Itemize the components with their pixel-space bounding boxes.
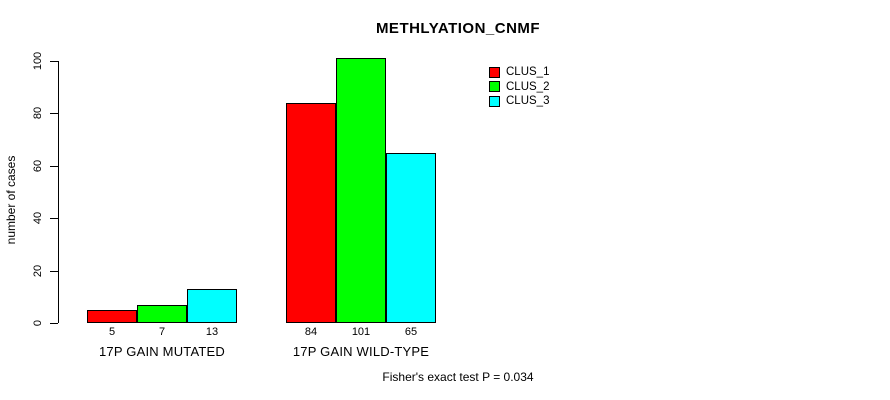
y-tick-mark <box>50 218 58 219</box>
bar-clus_1-group2 <box>286 103 336 323</box>
y-axis-title: number of cases <box>4 155 18 245</box>
bar-value-label: 84 <box>304 326 318 338</box>
y-tick-label: 40 <box>32 211 44 225</box>
chart-title: METHLYATION_CNMF <box>375 20 541 37</box>
y-tick-label: 0 <box>32 319 44 327</box>
y-tick-label: 80 <box>32 106 44 120</box>
y-tick-mark <box>50 113 58 114</box>
y-tick-label: 60 <box>32 159 44 173</box>
bar-clus_2-group2 <box>336 58 386 323</box>
y-tick-mark <box>50 323 58 324</box>
annotation-fishers-test: Fisher's exact test P = 0.034 <box>382 370 534 384</box>
legend-item-clus_1: CLUS_1 <box>489 65 549 80</box>
legend-item-clus_2: CLUS_2 <box>489 80 549 95</box>
y-tick-mark <box>50 271 58 272</box>
bar-clus_3-group1 <box>187 289 237 323</box>
legend-swatch-clus_1 <box>489 66 500 78</box>
bar-value-label: 65 <box>404 326 418 338</box>
bar-value-label: 5 <box>108 326 116 338</box>
legend-item-clus_3: CLUS_3 <box>489 94 549 109</box>
legend: CLUS_1 CLUS_2 CLUS_3 <box>489 65 549 109</box>
legend-label: CLUS_1 <box>506 66 550 79</box>
y-tick-label: 20 <box>32 264 44 278</box>
y-axis-line <box>58 61 59 323</box>
y-tick-label: 100 <box>32 51 44 71</box>
legend-label: CLUS_2 <box>506 80 550 93</box>
bar-value-label: 7 <box>158 326 166 338</box>
bar-clus_3-group2 <box>386 153 436 323</box>
legend-label: CLUS_3 <box>506 95 550 108</box>
bar-clus_2-group1 <box>137 305 187 323</box>
bar-clus_1-group1 <box>87 310 137 323</box>
y-tick-mark <box>50 61 58 62</box>
legend-swatch-clus_2 <box>489 81 500 93</box>
bar-value-label: 13 <box>205 326 219 338</box>
x-axis-category-label: 17P GAIN MUTATED <box>98 344 225 359</box>
bar-value-label: 101 <box>351 326 371 338</box>
y-tick-mark <box>50 166 58 167</box>
x-axis-category-label: 17P GAIN WILD-TYPE <box>292 344 430 359</box>
legend-swatch-clus_3 <box>489 95 500 107</box>
